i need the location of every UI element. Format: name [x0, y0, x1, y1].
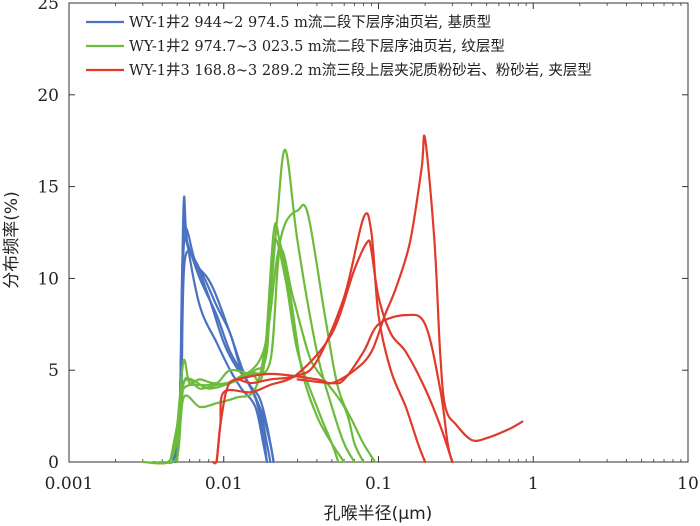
- series-line-green-8: [169, 203, 377, 464]
- series-line-green-7: [161, 148, 356, 465]
- x-axis-title: 孔喉半径(μm): [324, 504, 433, 524]
- series-line-green-9: [176, 247, 365, 464]
- x-tick-label: 10: [677, 474, 699, 494]
- legend-label: WY-1井2 974.7~3 023.5 m流二段下层序油页岩, 纹层型: [129, 38, 505, 55]
- y-tick-label: 0: [48, 453, 59, 473]
- series-line-blue-4: [173, 227, 275, 464]
- legend-label: WY-1井2 944~2 974.5 m流二段下层序油页岩, 基质型: [129, 14, 491, 31]
- y-tick-label: 10: [37, 269, 59, 289]
- x-tick-label: 0.01: [205, 474, 243, 494]
- y-tick-label: 25: [37, 0, 59, 14]
- x-tick-label: 0.1: [365, 474, 392, 494]
- series-line-red-10: [211, 212, 427, 465]
- x-tick-label: 0.001: [45, 474, 94, 494]
- series-line-red-13: [296, 313, 454, 464]
- y-tick-label: 20: [37, 86, 59, 106]
- series-line-red-12: [234, 134, 524, 442]
- series-line-blue-3: [174, 250, 275, 464]
- x-tick-label: 1: [528, 474, 539, 494]
- series-line-green-5: [141, 222, 346, 465]
- y-tick-label: 5: [48, 361, 59, 381]
- axes: 0.001 0.01 0.1 1 10 0 5 10 15 20 25: [37, 0, 698, 494]
- legend-label: WY-1井3 168.8~3 289.2 m流三段上层夹泥质粉砂岩、粉砂岩, 夹…: [129, 62, 592, 79]
- series-line-red-11: [215, 239, 454, 464]
- series-layer: [141, 134, 524, 465]
- legend: WY-1井2 944~2 974.5 m流二段下层序油页岩, 基质型 WY-1井2…: [86, 14, 592, 79]
- y-tick-label: 15: [37, 178, 59, 198]
- y-axis-title: 分布频率(%): [2, 191, 22, 288]
